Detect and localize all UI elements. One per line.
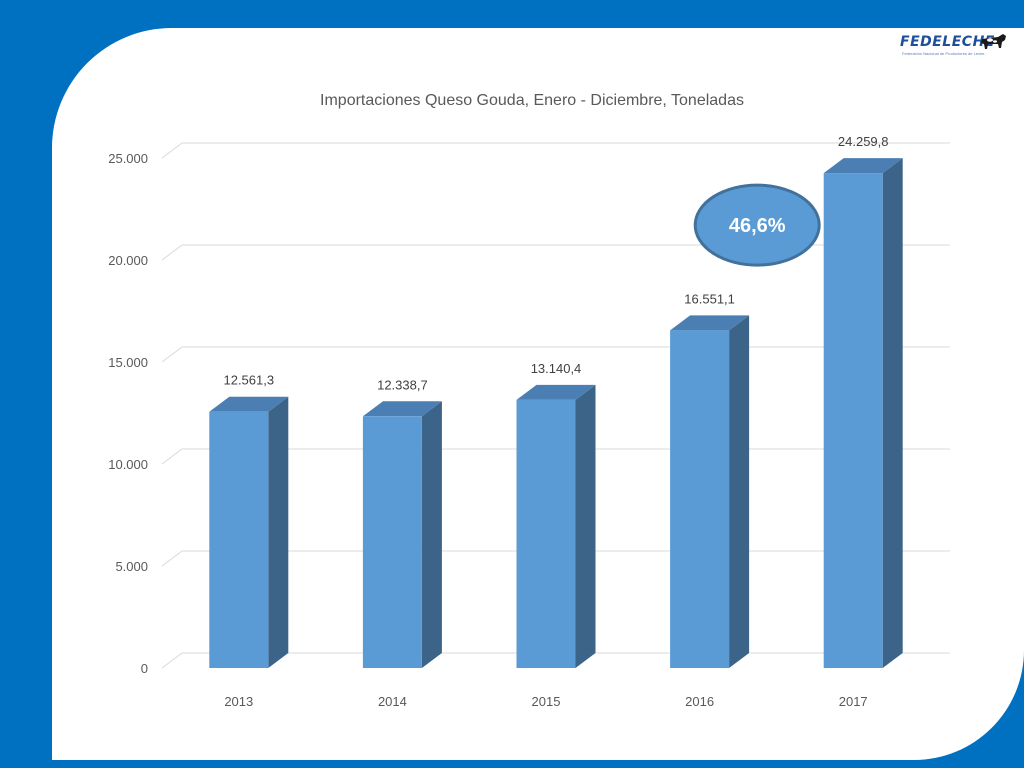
gridline <box>161 142 950 159</box>
x-tick-label: 2015 <box>532 694 561 709</box>
y-tick-label: 15.000 <box>108 355 148 370</box>
bar <box>823 173 883 668</box>
data-label: 12.338,7 <box>377 377 428 392</box>
cow-icon <box>981 34 1006 49</box>
y-tick-label: 25.000 <box>108 151 148 166</box>
data-label: 12.561,3 <box>223 373 274 388</box>
logo-text: FEDELECHE <box>900 34 995 50</box>
y-tick-label: 20.000 <box>108 253 148 268</box>
logo-tagline: Federación Nacional de Productores de Le… <box>902 51 985 56</box>
data-label: 16.551,1 <box>684 291 735 306</box>
bar-side <box>421 401 442 668</box>
y-axis: 0 5.000 10.000 15.000 20.000 25.000 <box>108 151 148 676</box>
bar-top <box>823 158 903 174</box>
bar <box>362 416 422 668</box>
x-tick-label: 2017 <box>839 694 868 709</box>
bar <box>670 330 730 668</box>
bar-side <box>575 384 596 668</box>
gridline <box>161 244 950 261</box>
bar-side <box>882 158 903 668</box>
bar-top <box>362 401 442 417</box>
bar-top <box>209 396 289 412</box>
bars <box>209 158 903 668</box>
percent-callout: 46,6% <box>693 183 821 267</box>
bar <box>516 399 576 668</box>
y-tick-label: 0 <box>141 661 148 676</box>
chart-title: Importaciones Queso Gouda, Enero - Dicie… <box>320 92 744 109</box>
bar-top <box>670 315 750 331</box>
x-tick-label: 2014 <box>378 694 407 709</box>
y-tick-label: 10.000 <box>108 457 148 472</box>
data-label: 13.140,4 <box>531 361 582 376</box>
data-label: 24.259,8 <box>838 134 889 149</box>
bar <box>209 411 269 668</box>
bar-top <box>516 384 596 400</box>
data-labels: 12.561,3 12.338,7 13.140,4 16.551,1 24.259,8 <box>223 134 888 392</box>
callout-text: 46,6% <box>729 215 786 237</box>
bar-side <box>268 396 289 668</box>
fedeleche-logo: FEDELECHE Federación Nacional de Product… <box>900 32 1008 60</box>
y-tick-label: 5.000 <box>115 559 148 574</box>
callout-ellipse <box>693 183 821 267</box>
x-axis: 2013 2014 2015 2016 2017 <box>224 694 867 709</box>
bar-side <box>729 315 750 668</box>
x-tick-label: 2016 <box>685 694 714 709</box>
x-tick-label: 2013 <box>224 694 253 709</box>
